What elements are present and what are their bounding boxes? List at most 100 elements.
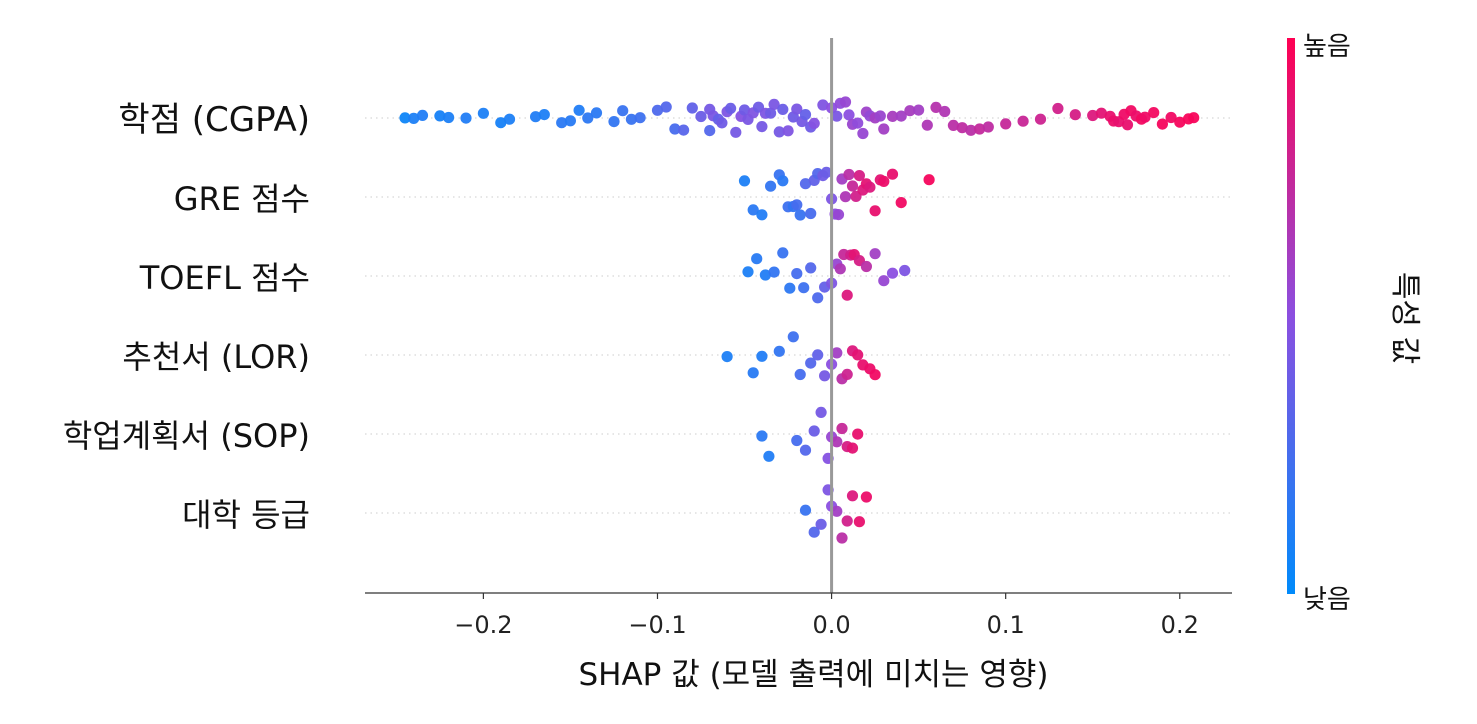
data-point	[817, 99, 829, 111]
data-point	[831, 347, 843, 359]
data-point	[869, 369, 881, 381]
data-point	[836, 532, 848, 544]
x-tick-label: 0.1	[987, 611, 1025, 639]
data-point	[798, 282, 810, 294]
data-point	[839, 96, 852, 108]
data-point	[1034, 113, 1047, 125]
data-point	[784, 282, 796, 294]
colorbar-low-label: 낮음	[1303, 585, 1351, 615]
data-point	[846, 180, 859, 192]
data-point	[695, 110, 707, 123]
data-point	[725, 102, 737, 114]
data-point	[747, 367, 759, 379]
data-point	[799, 444, 812, 456]
data-point	[768, 98, 780, 110]
data-point	[874, 110, 886, 122]
data-point	[860, 491, 873, 503]
data-point	[1017, 115, 1029, 127]
data-point	[625, 113, 638, 125]
feature-label: TOEFL 점수	[139, 259, 310, 297]
data-point	[841, 289, 853, 301]
colorbar-gradient	[1287, 38, 1295, 594]
data-point	[738, 175, 751, 187]
data-point	[495, 117, 507, 129]
data-point	[812, 292, 824, 304]
data-point	[416, 109, 429, 121]
data-point	[886, 110, 899, 122]
data-point	[791, 268, 803, 280]
data-point	[974, 123, 986, 135]
data-point	[408, 112, 420, 124]
data-point	[782, 125, 794, 137]
data-point	[852, 349, 864, 361]
data-point	[843, 109, 855, 121]
data-point	[756, 121, 768, 133]
data-point	[939, 105, 951, 118]
data-point	[759, 269, 772, 281]
data-point	[805, 357, 817, 369]
data-point	[582, 112, 594, 124]
data-point	[913, 104, 925, 116]
data-point	[399, 112, 411, 124]
data-point	[886, 168, 899, 180]
data-point	[1174, 116, 1186, 128]
data-point	[617, 105, 629, 117]
x-tick-label: 0.0	[812, 611, 850, 639]
data-point	[839, 191, 852, 203]
data-point	[791, 103, 803, 115]
colorbar-title: 특성 값	[1387, 272, 1422, 364]
data-point	[538, 109, 550, 121]
data-point	[904, 105, 916, 117]
data-point	[853, 516, 866, 528]
x-tick-label: −0.2	[454, 611, 512, 639]
data-point	[756, 430, 768, 442]
data-point	[443, 111, 455, 124]
feature-label: GRE 점수	[174, 180, 310, 218]
data-point	[530, 111, 542, 123]
data-point	[878, 275, 890, 287]
data-point	[651, 104, 664, 116]
data-point	[923, 174, 935, 186]
data-point	[765, 107, 777, 119]
data-point	[742, 266, 754, 278]
data-point	[460, 112, 472, 124]
data-point	[721, 351, 733, 363]
data-point	[886, 267, 899, 279]
feature-label: 학점 (CGPA)	[118, 100, 310, 140]
data-point	[1052, 102, 1064, 115]
data-point	[777, 175, 789, 187]
data-point	[947, 119, 960, 131]
x-tick-label: −0.1	[628, 611, 686, 639]
data-point	[556, 117, 568, 129]
data-point	[921, 119, 933, 131]
data-point	[852, 117, 864, 129]
data-point	[857, 127, 869, 140]
data-point	[956, 122, 968, 134]
data-point	[590, 107, 603, 119]
x-tick-label: 0.2	[1161, 611, 1199, 639]
data-point	[738, 104, 751, 116]
data-point	[799, 178, 812, 190]
data-point	[852, 428, 864, 440]
data-point	[669, 123, 681, 135]
data-point	[1087, 109, 1099, 122]
data-point	[799, 109, 812, 121]
data-point	[815, 406, 827, 418]
feature-label: 대학 등급	[182, 496, 310, 534]
data-point	[1000, 118, 1012, 130]
data-point	[860, 260, 873, 273]
colorbar: 높음 낮음 특성 값	[1287, 32, 1422, 615]
data-point	[434, 110, 446, 122]
data-point	[831, 505, 843, 517]
data-point	[982, 121, 994, 133]
data-point	[1139, 111, 1151, 123]
data-point	[634, 112, 646, 124]
feature-label: 학업계획서 (SOP)	[63, 417, 310, 455]
data-point	[608, 116, 620, 128]
data-points	[399, 96, 1200, 544]
data-point	[477, 107, 489, 119]
data-point	[846, 442, 859, 454]
data-point	[787, 331, 799, 343]
